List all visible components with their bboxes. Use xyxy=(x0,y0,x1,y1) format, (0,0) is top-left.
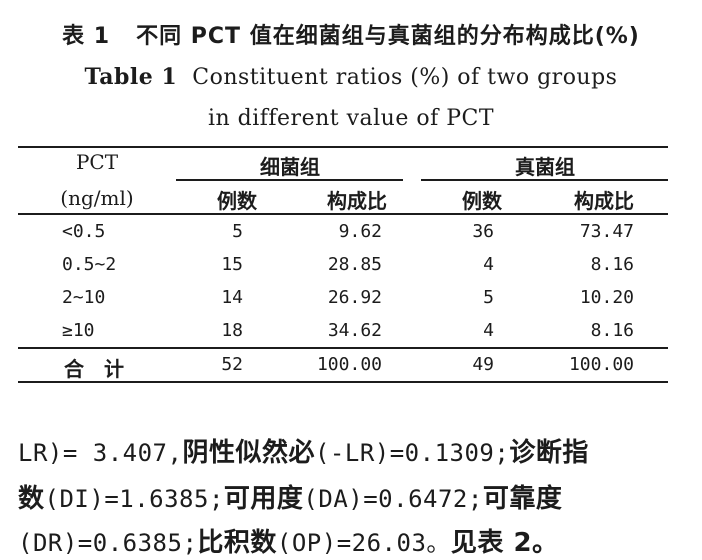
bacteria-ratio: 9.62 xyxy=(338,221,382,242)
body-text-segment: 数 xyxy=(18,484,45,514)
header-bottom-rule xyxy=(18,213,668,215)
table-top-rule xyxy=(18,146,668,148)
body-line-3: (DR)=0.6385;比积数(OP)=26.03。见表 2。 xyxy=(18,522,559,559)
row-label: 0.5~2 xyxy=(62,254,117,275)
table-caption-cn: 表 1 不同 PCT 值在细菌组与真菌组的分布构成比(%) xyxy=(0,18,702,50)
row-header-unit: (ng/ml) xyxy=(60,186,134,210)
col-header-bacteria-ratio: 构成比 xyxy=(327,189,387,213)
col-header-fungi-cases: 例数 xyxy=(462,189,502,213)
col-header-bacteria-cases: 例数 xyxy=(217,189,257,213)
total-fungi-cases: 49 xyxy=(472,354,494,375)
bacteria-ratio: 28.85 xyxy=(327,254,382,275)
bacteria-ratio: 34.62 xyxy=(327,320,382,341)
caption-en-title-2: in different value of PCT xyxy=(207,106,495,131)
body-text-segment: LR)= 3.407, xyxy=(18,439,183,467)
total-fungi-ratio: 100.00 xyxy=(568,354,634,375)
fungi-cases: 5 xyxy=(483,287,494,308)
body-text-segment: 比积数 xyxy=(197,528,277,558)
body-text-segment: 见表 2。 xyxy=(450,528,559,558)
body-line-1: LR)= 3.407,阴性似然必(-LR)=0.1309;诊断指 xyxy=(18,432,589,469)
col-header-fungi-ratio: 构成比 xyxy=(574,189,634,213)
caption-cn-title: 不同 PCT 值在细菌组与真菌组的分布构成比(%) xyxy=(136,24,640,49)
fungi-ratio: 73.47 xyxy=(579,221,634,242)
total-label: 合 计 xyxy=(64,357,124,381)
row-label: 2~10 xyxy=(62,287,106,308)
table-caption-en-line1: Table 1 Constituent ratios (%) of two gr… xyxy=(0,64,702,90)
body-text-segment: 阴性似然必 xyxy=(182,438,315,468)
group-header-bacteria: 细菌组 xyxy=(260,155,320,179)
group-rule-fungi xyxy=(421,179,668,181)
body-text-segment: 诊断指 xyxy=(509,438,589,468)
table-bottom-rule xyxy=(18,381,668,383)
bacteria-cases: 15 xyxy=(221,254,243,275)
group-rule-bacteria xyxy=(176,179,403,181)
bacteria-cases: 14 xyxy=(221,287,243,308)
body-text-segment: (DR)=0.6385; xyxy=(18,529,198,557)
body-text-segment: (DA)=0.6472; xyxy=(303,485,483,513)
total-bacteria-ratio: 100.00 xyxy=(316,354,382,375)
body-text-segment: (DI)=1.6385; xyxy=(44,485,224,513)
bacteria-cases: 5 xyxy=(232,221,243,242)
caption-en-label: Table 1 xyxy=(84,64,178,90)
body-line-2: 数(DI)=1.6385;可用度(DA)=0.6472;可靠度 xyxy=(18,478,562,515)
total-bacteria-cases: 52 xyxy=(221,354,243,375)
fungi-cases: 36 xyxy=(472,221,494,242)
total-top-rule xyxy=(18,347,668,349)
body-text-segment: 可用度 xyxy=(223,484,304,514)
fungi-cases: 4 xyxy=(483,320,494,341)
group-header-fungi: 真菌组 xyxy=(515,155,575,179)
bacteria-ratio: 26.92 xyxy=(327,287,382,308)
row-label: ≥10 xyxy=(62,320,95,341)
body-text-segment: (OP)=26.03。 xyxy=(276,529,451,557)
fungi-ratio: 8.16 xyxy=(590,254,634,275)
fungi-ratio: 10.20 xyxy=(579,287,634,308)
body-text-segment: 可靠度 xyxy=(482,484,563,514)
bacteria-cases: 18 xyxy=(221,320,243,341)
table-caption-en-line2: in different value of PCT xyxy=(0,106,702,131)
body-text-segment: (-LR)=0.1309; xyxy=(314,439,510,467)
row-header-pct: PCT xyxy=(75,150,119,174)
fungi-cases: 4 xyxy=(483,254,494,275)
caption-cn-label: 表 1 xyxy=(62,24,111,49)
row-label: <0.5 xyxy=(62,221,106,242)
caption-en-title-1: Constituent ratios (%) of two groups xyxy=(192,65,618,90)
fungi-ratio: 8.16 xyxy=(590,320,634,341)
